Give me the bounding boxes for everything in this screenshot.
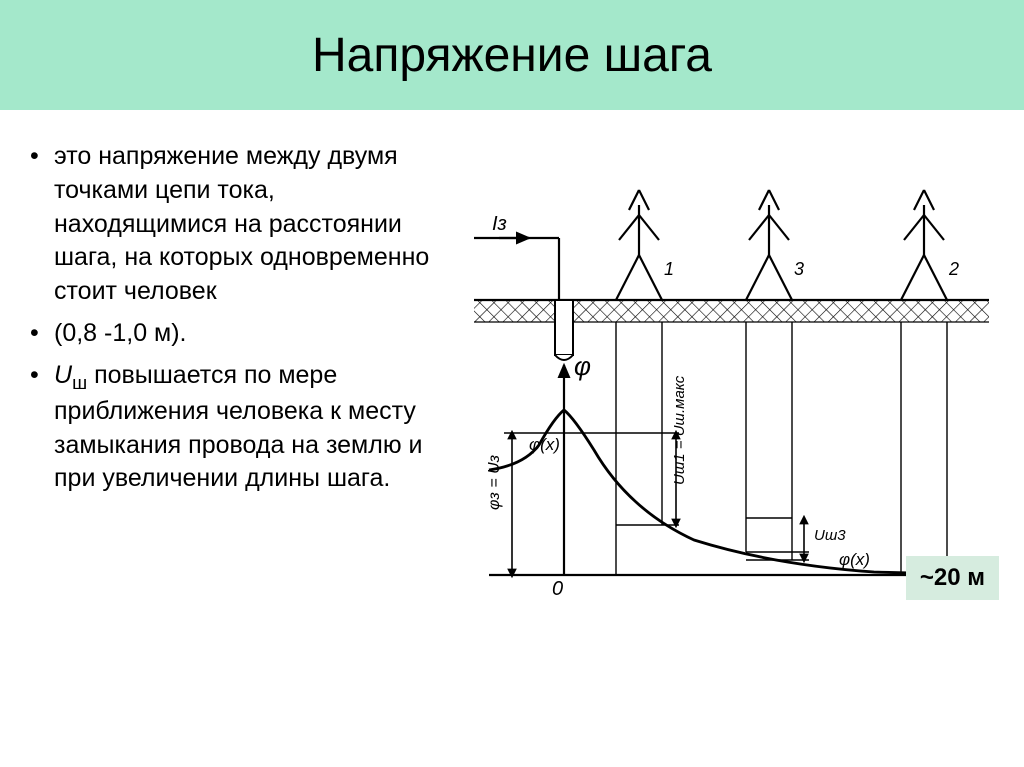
bullet-dot-icon: • (30, 317, 54, 351)
figure-3 (746, 190, 792, 300)
figure-2-label: 2 (948, 259, 959, 279)
distance-badge: ~20 м (906, 556, 999, 600)
bullet-text: Uш повышается по мере приближения челове… (54, 359, 434, 497)
label-iz: Iз (492, 213, 507, 235)
label-ush1: Uш1 = Uш.макс (671, 375, 688, 485)
label-phiz: φз = Uз (486, 455, 503, 510)
bullet-text-tail: повышается по мере приближения человека … (54, 361, 422, 493)
bullet-text: (0,8 -1,0 м). (54, 317, 434, 351)
content-area: • это напряжение между двумя точками цеп… (0, 110, 1024, 645)
title-bar: Напряжение шага (0, 0, 1024, 110)
figure-1-label: 1 (664, 259, 674, 279)
bullet-item: • (0,8 -1,0 м). (30, 317, 434, 351)
figure-1 (616, 190, 662, 300)
figure-3-label: 3 (794, 259, 804, 279)
figure-2 (901, 190, 947, 300)
bullet-dot-icon: • (30, 359, 54, 497)
label-origin: 0 (552, 578, 563, 600)
bullet-item: • Uш повышается по мере приближения чело… (30, 359, 434, 497)
bullet-dot-icon: • (30, 140, 54, 309)
diagram-column: Iз 1 3 (444, 140, 1004, 645)
ground-hatch2 (474, 300, 989, 322)
label-phi: φ (574, 351, 591, 381)
page-title: Напряжение шага (312, 28, 712, 83)
text-column: • это напряжение между двумя точками цеп… (30, 140, 444, 645)
bullet-item: • это напряжение между двумя точками цеп… (30, 140, 434, 309)
electrode-tip (555, 355, 573, 360)
bullet-text: это напряжение между двумя точками цепи … (54, 140, 434, 309)
electrode (555, 300, 573, 355)
label-phix-right: φ(x) (839, 550, 870, 569)
label-ush3: Uш3 (814, 527, 846, 544)
label-phix-left: φ(x) (529, 435, 560, 454)
